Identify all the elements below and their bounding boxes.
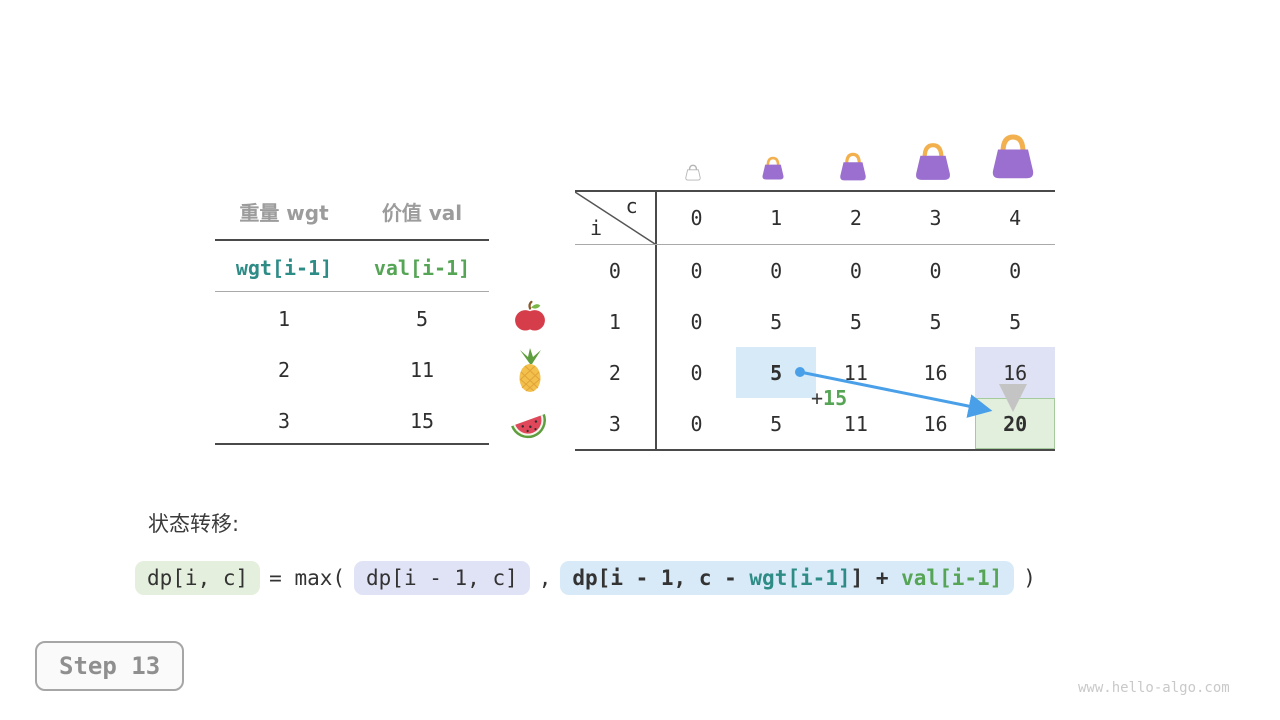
transition-section-label: 状态转移: [148,512,240,536]
dp-table: c i 0 1 2 3 4 0 0 0 0 0 0 1 0 5 5 5 5 2 [575,190,1056,451]
step-badge: Step 13 [35,641,185,691]
item-3-value: 15 [409,409,435,433]
formula-comma: , [538,566,552,590]
dp-cell-0-2: 0 [849,258,862,283]
items-table-header: 重量 wgt 价值 val [215,197,491,226]
formula-option2-prefix: dp[i - 1, c - [572,566,750,590]
dp-row-1: 1 0 5 5 5 5 [575,296,1055,347]
formula-result-box: dp[i, c] [135,561,261,595]
diagonal-divider [575,192,655,244]
dp-cell-0-3: 0 [929,258,942,283]
divider [215,239,489,241]
item-var-label: i [590,216,603,240]
item-3-weight: 3 [277,409,291,433]
dp-header-row: c i 0 1 2 3 4 [575,192,1055,245]
handbag-xlarge-icon [988,133,1038,181]
dp-col-header-0: 0 [690,206,703,230]
dp-corner-cell: c i [575,192,657,244]
dp-cell-1-3: 5 [929,309,942,334]
item-row-3: 3 15 [215,409,491,433]
dp-col-header-1: 1 [770,206,783,230]
formula-option2-box: dp[i - 1, c - wgt[i-1]] + val[i-1] [560,561,1015,595]
dp-cell-1-0: 0 [690,309,703,334]
added-value: 15 [823,386,848,410]
transition-add-annotation: +15 [811,386,847,410]
dp-row-header-3: 3 [575,398,657,449]
formula-val-term: val[i-1] [901,566,1003,590]
dp-cell-0-0: 0 [690,258,703,283]
item-2-value: 11 [409,358,435,382]
dp-col-header-4: 4 [1009,206,1022,230]
dp-row-header-1: 1 [575,296,657,347]
formula-close-paren: ) [1023,566,1036,590]
items-table-index-row: wgt[i-1] val[i-1] [215,256,491,280]
dp-cell-0-1: 0 [770,258,783,283]
plus-sign: + [811,386,824,410]
dp-cell-1-2: 5 [849,309,862,334]
watermark: www.hello-algo.com [1078,680,1230,696]
formula-equals-max: = max( [269,566,346,590]
watermelon-icon [508,403,550,443]
dp-cell-3-2: 11 [843,411,868,436]
dp-row-header-2: 2 [575,347,657,398]
dp-cell-2-1-source-highlight: 5 [736,347,817,398]
value-column-header: 价值 val [381,201,463,225]
handbag-small-icon [760,156,786,181]
dp-cell-1-4: 5 [1009,309,1022,334]
val-index-label: val[i-1] [373,256,471,280]
pineapple-icon [512,348,548,394]
dp-cell-1-1: 5 [770,309,783,334]
item-2-weight: 2 [277,358,291,382]
dp-row-0: 0 0 0 0 0 0 [575,245,1055,296]
dp-cell-2-0: 0 [690,360,703,385]
dp-formula: dp[i, c] = max( dp[i - 1, c] , dp[i - 1,… [135,561,1036,595]
item-row-2: 2 11 [215,358,491,382]
handbag-medium-icon [837,152,869,182]
formula-option2-mid: ] + [850,566,902,590]
wgt-index-label: wgt[i-1] [235,256,333,280]
dp-cell-2-4-compare-highlight: 16 [975,347,1056,398]
dp-cell-3-1: 5 [770,411,783,436]
capacity-var-label: c [625,194,638,218]
dp-cell-3-4-result-highlight: 20 [975,398,1056,449]
handbag-outline-tiny-icon [684,164,702,181]
divider [215,443,489,445]
dp-cell-0-4: 0 [1009,258,1022,283]
dp-col-header-3: 3 [929,206,942,230]
handbag-large-icon [912,142,954,182]
formula-wgt-term: wgt[i-1] [749,566,851,590]
item-row-1: 1 5 [215,307,491,331]
item-1-weight: 1 [277,307,291,331]
dp-cell-3-0: 0 [690,411,703,436]
dp-col-header-2: 2 [849,206,862,230]
formula-option1-box: dp[i - 1, c] [354,561,530,595]
dp-cell-2-3: 16 [923,360,948,385]
item-1-value: 5 [415,307,429,331]
apple-icon [513,300,547,334]
weight-column-header: 重量 wgt [239,201,329,225]
divider [215,291,489,292]
dp-cell-3-3: 16 [923,411,948,436]
dp-row-header-0: 0 [575,245,657,296]
